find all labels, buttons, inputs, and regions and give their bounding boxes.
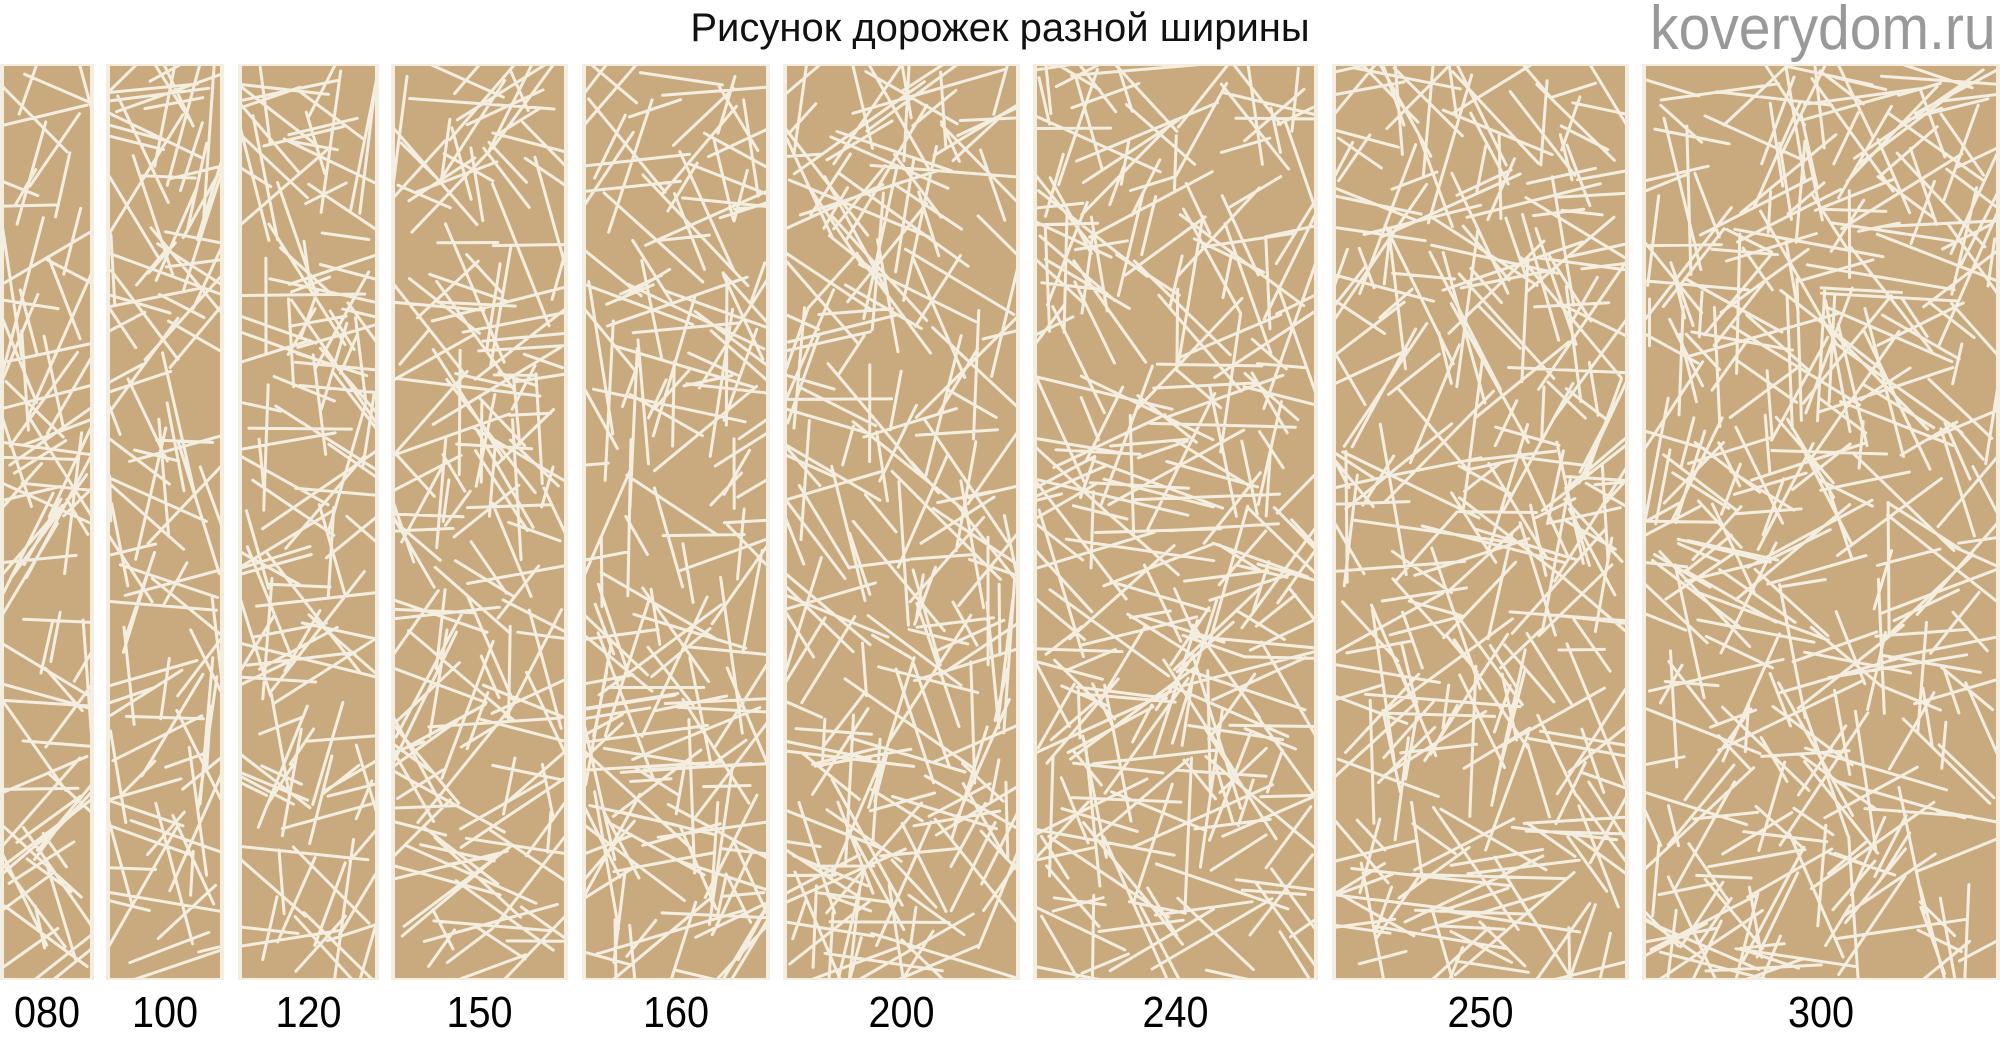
web-pattern — [787, 66, 1016, 978]
width-label: 160 — [642, 988, 710, 1037]
runner-strip-080 — [0, 64, 94, 980]
web-pattern — [242, 66, 375, 978]
runner-strip-200 — [783, 64, 1020, 980]
web-pattern — [395, 66, 564, 978]
web-pattern — [586, 66, 766, 978]
web-pattern — [1646, 66, 1996, 978]
web-pattern — [110, 66, 220, 978]
width-label: 100 — [131, 988, 199, 1037]
runner-strip-300 — [1642, 64, 2000, 980]
width-label: 240 — [1142, 988, 1209, 1037]
page-title: Рисунок дорожек разной ширины — [690, 6, 1310, 50]
web-pattern — [1336, 66, 1625, 978]
watermark: koverydom.ru — [1650, 0, 1996, 63]
runner-strip-250 — [1332, 64, 1629, 980]
runner-strip-240 — [1033, 64, 1318, 980]
width-label: 250 — [1447, 988, 1514, 1037]
web-pattern — [1037, 66, 1314, 978]
width-label: 120 — [275, 988, 342, 1037]
width-label: 150 — [446, 988, 513, 1037]
runner-strip-100 — [106, 64, 224, 980]
width-label: 080 — [13, 988, 81, 1037]
runner-strip-160 — [582, 64, 770, 980]
web-pattern — [4, 66, 90, 978]
runner-strip-150 — [391, 64, 568, 980]
runner-strip-120 — [238, 64, 379, 980]
width-label: 300 — [1787, 988, 1855, 1037]
width-label: 200 — [868, 988, 935, 1037]
